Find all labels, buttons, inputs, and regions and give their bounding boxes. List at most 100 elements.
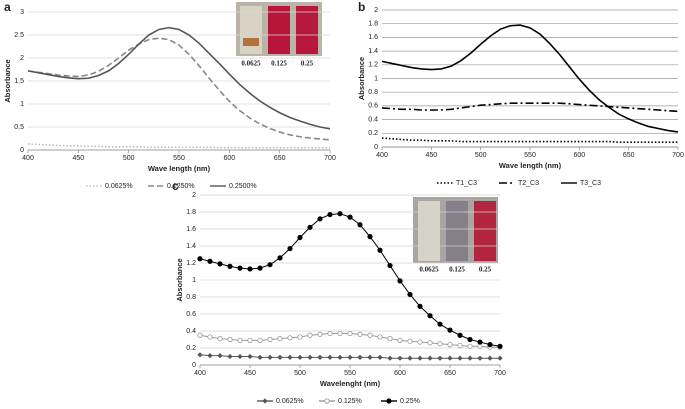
marker — [377, 334, 383, 340]
inset-label: 0.125 — [271, 60, 287, 68]
marker — [247, 337, 253, 343]
marker — [287, 354, 293, 360]
series — [381, 137, 678, 144]
y-tick-label: 1.8 — [186, 209, 196, 216]
inset-label: 0.125 — [449, 266, 465, 274]
series-line — [27, 143, 330, 149]
series-line — [27, 37, 331, 141]
inset-photo-c — [413, 197, 498, 263]
marker — [397, 337, 403, 343]
marker — [367, 234, 373, 240]
marker — [467, 343, 473, 349]
marker — [287, 335, 293, 341]
marker — [317, 216, 323, 222]
x-tick-label: 600 — [573, 152, 585, 159]
y-tick-label: 1.4 — [368, 48, 378, 55]
marker — [447, 327, 453, 333]
x-tick-label: 550 — [524, 152, 536, 159]
y-tick-label: 1 — [192, 277, 196, 284]
x-tick-label: 650 — [274, 155, 286, 162]
marker — [367, 332, 373, 338]
legend-marker — [262, 398, 268, 404]
marker — [347, 330, 353, 337]
marker — [397, 355, 403, 361]
marker — [497, 355, 503, 361]
x-tick-label: 400 — [194, 370, 206, 377]
y-tick-label: 0.4 — [186, 328, 196, 335]
marker — [197, 352, 203, 358]
marker — [277, 336, 283, 342]
marker — [357, 331, 363, 337]
legend-label: 0.2500% — [229, 183, 257, 190]
x-tick-label: 600 — [223, 155, 235, 162]
marker — [367, 354, 373, 360]
x-tick-label: 550 — [344, 370, 356, 377]
marker — [387, 355, 393, 361]
marker — [487, 355, 493, 361]
marker — [417, 355, 423, 361]
marker — [207, 353, 213, 359]
x-tick-label: 700 — [324, 155, 336, 162]
marker — [407, 291, 413, 298]
marker — [297, 334, 303, 340]
x-tick-label: 700 — [672, 152, 684, 159]
legend-label: 0.0625% — [276, 398, 304, 405]
marker — [277, 255, 283, 261]
series — [381, 102, 679, 113]
series-line — [381, 137, 678, 144]
marker — [457, 355, 463, 361]
x-tick-label: 550 — [173, 155, 185, 162]
marker — [487, 341, 493, 348]
marker — [467, 336, 473, 343]
y-tick-label: 0.8 — [186, 294, 196, 301]
y-tick-label: 2 — [374, 7, 378, 14]
y-tick-label: 1.5 — [14, 78, 24, 85]
legend-label: 0.25% — [400, 398, 420, 405]
y-tick-label: 1 — [374, 75, 378, 82]
marker — [437, 321, 443, 327]
y-tick-label: 0 — [20, 147, 24, 154]
y-tick-label: 0.2 — [186, 345, 196, 352]
y-tick-label: 0 — [374, 144, 378, 151]
marker — [427, 340, 433, 346]
marker — [237, 337, 243, 343]
marker — [387, 262, 393, 269]
marker — [347, 354, 353, 360]
marker — [387, 336, 393, 342]
marker — [407, 338, 413, 344]
x-tick-label: 600 — [394, 370, 406, 377]
marker — [417, 339, 423, 345]
y-tick-label: 1.2 — [368, 62, 378, 69]
y-tick-label: 0.2 — [368, 130, 378, 137]
marker — [357, 354, 363, 360]
marker — [257, 337, 263, 343]
marker — [287, 245, 293, 252]
inset-label: 0.0625 — [241, 60, 261, 68]
marker — [477, 343, 483, 349]
x-axis-label: Wavelenght (nm) — [320, 379, 381, 388]
marker — [357, 222, 363, 228]
marker — [267, 336, 273, 343]
marker — [227, 353, 233, 360]
y-tick-label: 1.2 — [186, 260, 196, 267]
marker — [327, 354, 333, 360]
x-tick-label: 650 — [444, 370, 456, 377]
y-tick-label: 1 — [20, 101, 24, 108]
y-tick-label: 0.8 — [368, 89, 378, 96]
marker — [247, 353, 253, 360]
marker — [327, 211, 333, 218]
inset-label: 0.25 — [301, 60, 314, 68]
marker — [217, 261, 223, 267]
marker — [257, 354, 263, 360]
panel-label: a — [4, 0, 11, 14]
series-line — [381, 24, 679, 133]
x-axis-label: Wave length (nm) — [148, 164, 211, 173]
marker — [337, 211, 343, 217]
marker — [497, 343, 503, 349]
series — [27, 26, 331, 130]
marker — [257, 265, 263, 271]
marker — [227, 336, 233, 343]
marker — [447, 355, 453, 361]
y-tick-label: 2 — [20, 55, 24, 62]
inset-photo-a — [236, 2, 322, 56]
